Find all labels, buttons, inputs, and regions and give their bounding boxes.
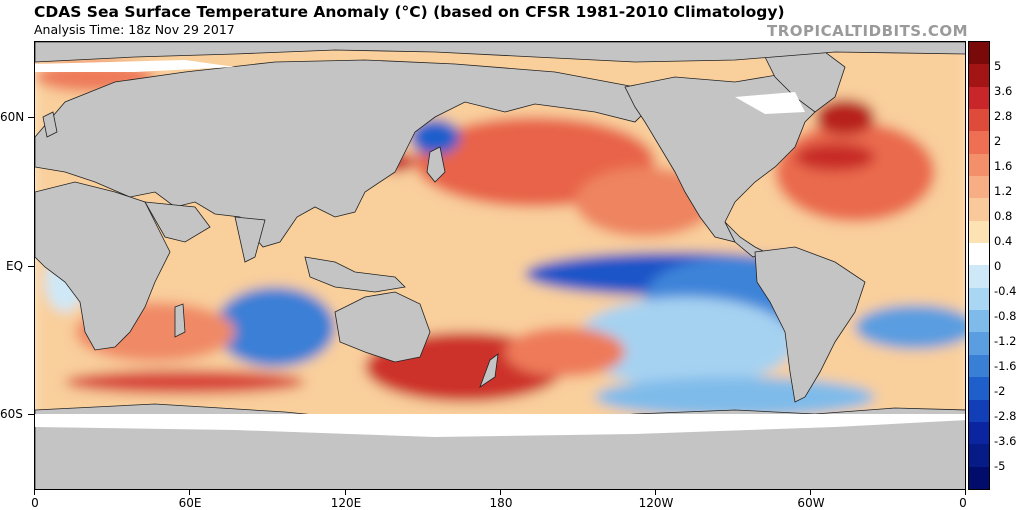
colorbar-label: -1.2: [994, 334, 1017, 348]
x-tick: [655, 490, 656, 495]
colorbar-label: -2: [994, 384, 1006, 398]
new-zealand: [479, 353, 499, 389]
colorbar-segment: [969, 421, 989, 445]
sst-anomaly-map: [34, 41, 966, 490]
colorbar-segment: [969, 86, 989, 110]
south-america: [754, 246, 866, 403]
colorbar-segment: [969, 220, 989, 244]
colorbar-label: 0.4: [994, 234, 1013, 248]
colorbar-segment: [969, 153, 989, 177]
x-label-0-end: 0: [959, 496, 967, 510]
madagascar: [174, 303, 186, 338]
colorbar-segment: [969, 176, 989, 199]
y-label-60n: 60N: [0, 110, 25, 124]
x-tick: [189, 490, 190, 495]
colorbar-segment: [969, 198, 989, 221]
colorbar-segment: [969, 243, 989, 266]
colorbar-label: 1.2: [994, 184, 1013, 198]
japan: [426, 146, 446, 183]
colorbar-label: -3.6: [994, 434, 1017, 448]
colorbar-segment: [969, 444, 989, 467]
x-label-60w: 60W: [797, 496, 825, 510]
greenland: [764, 51, 846, 113]
colorbar-label: 3.6: [994, 84, 1013, 98]
colorbar-segment: [969, 131, 989, 154]
y-label-eq: EQ: [6, 259, 24, 273]
colorbar-label: 0.8: [994, 209, 1013, 223]
colorbar-label: 5: [994, 59, 1002, 73]
x-label-120w: 120W: [638, 496, 674, 510]
colorbar-label: 0: [994, 259, 1002, 273]
colorbar: [968, 41, 990, 490]
maritime-continent: [304, 256, 406, 293]
colorbar-segment: [969, 332, 989, 355]
colorbar-segment: [969, 354, 989, 378]
arctic-land: [35, 42, 965, 63]
x-tick: [965, 490, 966, 495]
colorbar-label: -0.8: [994, 309, 1017, 323]
colorbar-segment: [969, 287, 989, 311]
brand-watermark: TROPICALTIDBITS.COM: [767, 22, 968, 40]
colorbar-segment: [969, 109, 989, 132]
y-tick: [28, 414, 34, 415]
y-tick: [28, 266, 34, 267]
colorbar-segment: [969, 399, 989, 422]
africa: [35, 181, 171, 351]
colorbar-label: -5: [994, 459, 1006, 473]
colorbar-label: -2.8: [994, 409, 1017, 423]
x-tick: [810, 490, 811, 495]
colorbar-segment: [969, 466, 989, 489]
colorbar-segment: [969, 64, 989, 87]
colorbar-label: 2.8: [994, 109, 1013, 123]
x-label-180: 180: [489, 496, 513, 510]
colorbar-label: -0.4: [994, 284, 1017, 298]
colorbar-segment: [969, 265, 989, 288]
x-tick: [34, 490, 35, 495]
y-tick: [28, 117, 34, 118]
analysis-time: Analysis Time: 18z Nov 29 2017: [34, 22, 235, 37]
sea-ice: [35, 60, 965, 437]
arabia-india: [144, 201, 266, 263]
x-label-120e: 120E: [330, 496, 362, 510]
colorbar-segment: [969, 42, 989, 65]
x-label-0: 0: [31, 496, 39, 510]
map-title: CDAS Sea Surface Temperature Anomaly (°C…: [34, 3, 785, 21]
x-tick: [500, 490, 501, 495]
x-label-60e: 60E: [178, 496, 202, 510]
british-isles: [42, 111, 58, 138]
colorbar-label: 2: [994, 134, 1002, 148]
colorbar-segment: [969, 377, 989, 400]
y-label-60s: 60S: [0, 407, 23, 421]
colorbar-segment: [969, 310, 989, 333]
colorbar-label: -1.6: [994, 359, 1017, 373]
australia: [334, 291, 431, 363]
colorbar-label: 1.6: [994, 159, 1013, 173]
x-tick: [345, 490, 346, 495]
